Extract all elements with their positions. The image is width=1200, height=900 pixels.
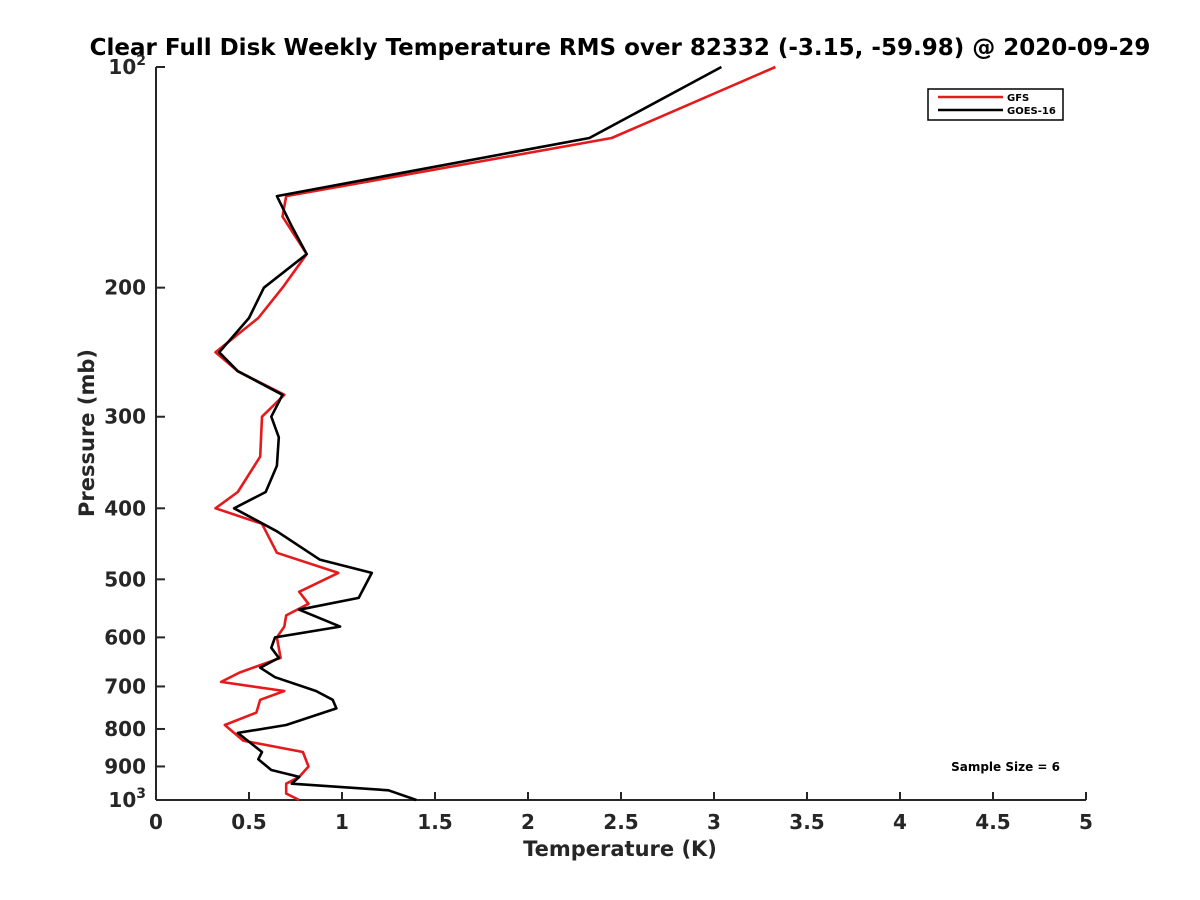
x-axis-label: Temperature (K): [523, 837, 717, 861]
x-tick-label: 0: [149, 810, 163, 834]
y-axis-label: Pressure (mb): [75, 349, 99, 517]
series-lines: [214, 65, 776, 802]
x-tick-label: 3.5: [789, 810, 824, 834]
tick-exponent: 2: [136, 53, 146, 69]
x-tick-label: 2: [521, 810, 535, 834]
x-tick-label: 2.5: [603, 810, 638, 834]
x-tick-label: 3: [707, 810, 721, 834]
series-line-gfs: [214, 65, 776, 802]
x-tick-label: 4: [893, 810, 907, 834]
legend: GFS GOES-16: [927, 88, 1064, 121]
x-ticks: 0 0.5 1 1.5 2 2.5 3 3.5 4 4.5 5: [149, 792, 1093, 834]
y-tick-label: 700: [104, 674, 146, 698]
y-tick-label: 800: [104, 717, 146, 741]
tick-base: 10: [108, 788, 136, 812]
y-tick-label: 300: [104, 405, 146, 429]
y-tick-label: 900: [104, 754, 146, 778]
y-tick-label: 400: [104, 496, 146, 520]
chart-title: Clear Full Disk Weekly Temperature RMS o…: [90, 35, 1151, 61]
x-tick-label: 4.5: [975, 810, 1010, 834]
x-tick-label: 0.5: [231, 810, 266, 834]
legend-box: [927, 88, 1064, 121]
y-tick-label: 600: [104, 625, 146, 649]
sample-size-annotation: Sample Size = 6: [951, 760, 1060, 774]
x-tick-label: 1.5: [417, 810, 452, 834]
x-tick-label: 1: [335, 810, 349, 834]
y-tick-label: 200: [104, 276, 146, 300]
tick-exponent: 3: [136, 786, 146, 802]
tick-base: 10: [108, 55, 136, 79]
series-line-goes16: [217, 65, 723, 802]
x-tick-label: 5: [1079, 810, 1093, 834]
y-tick-label-power: 103: [108, 786, 146, 812]
legend-label-gfs: GFS: [1007, 93, 1029, 104]
legend-label-goes16: GOES-16: [1007, 106, 1056, 117]
y-tick-label-power: 102: [108, 53, 146, 79]
y-tick-label: 500: [104, 567, 146, 591]
